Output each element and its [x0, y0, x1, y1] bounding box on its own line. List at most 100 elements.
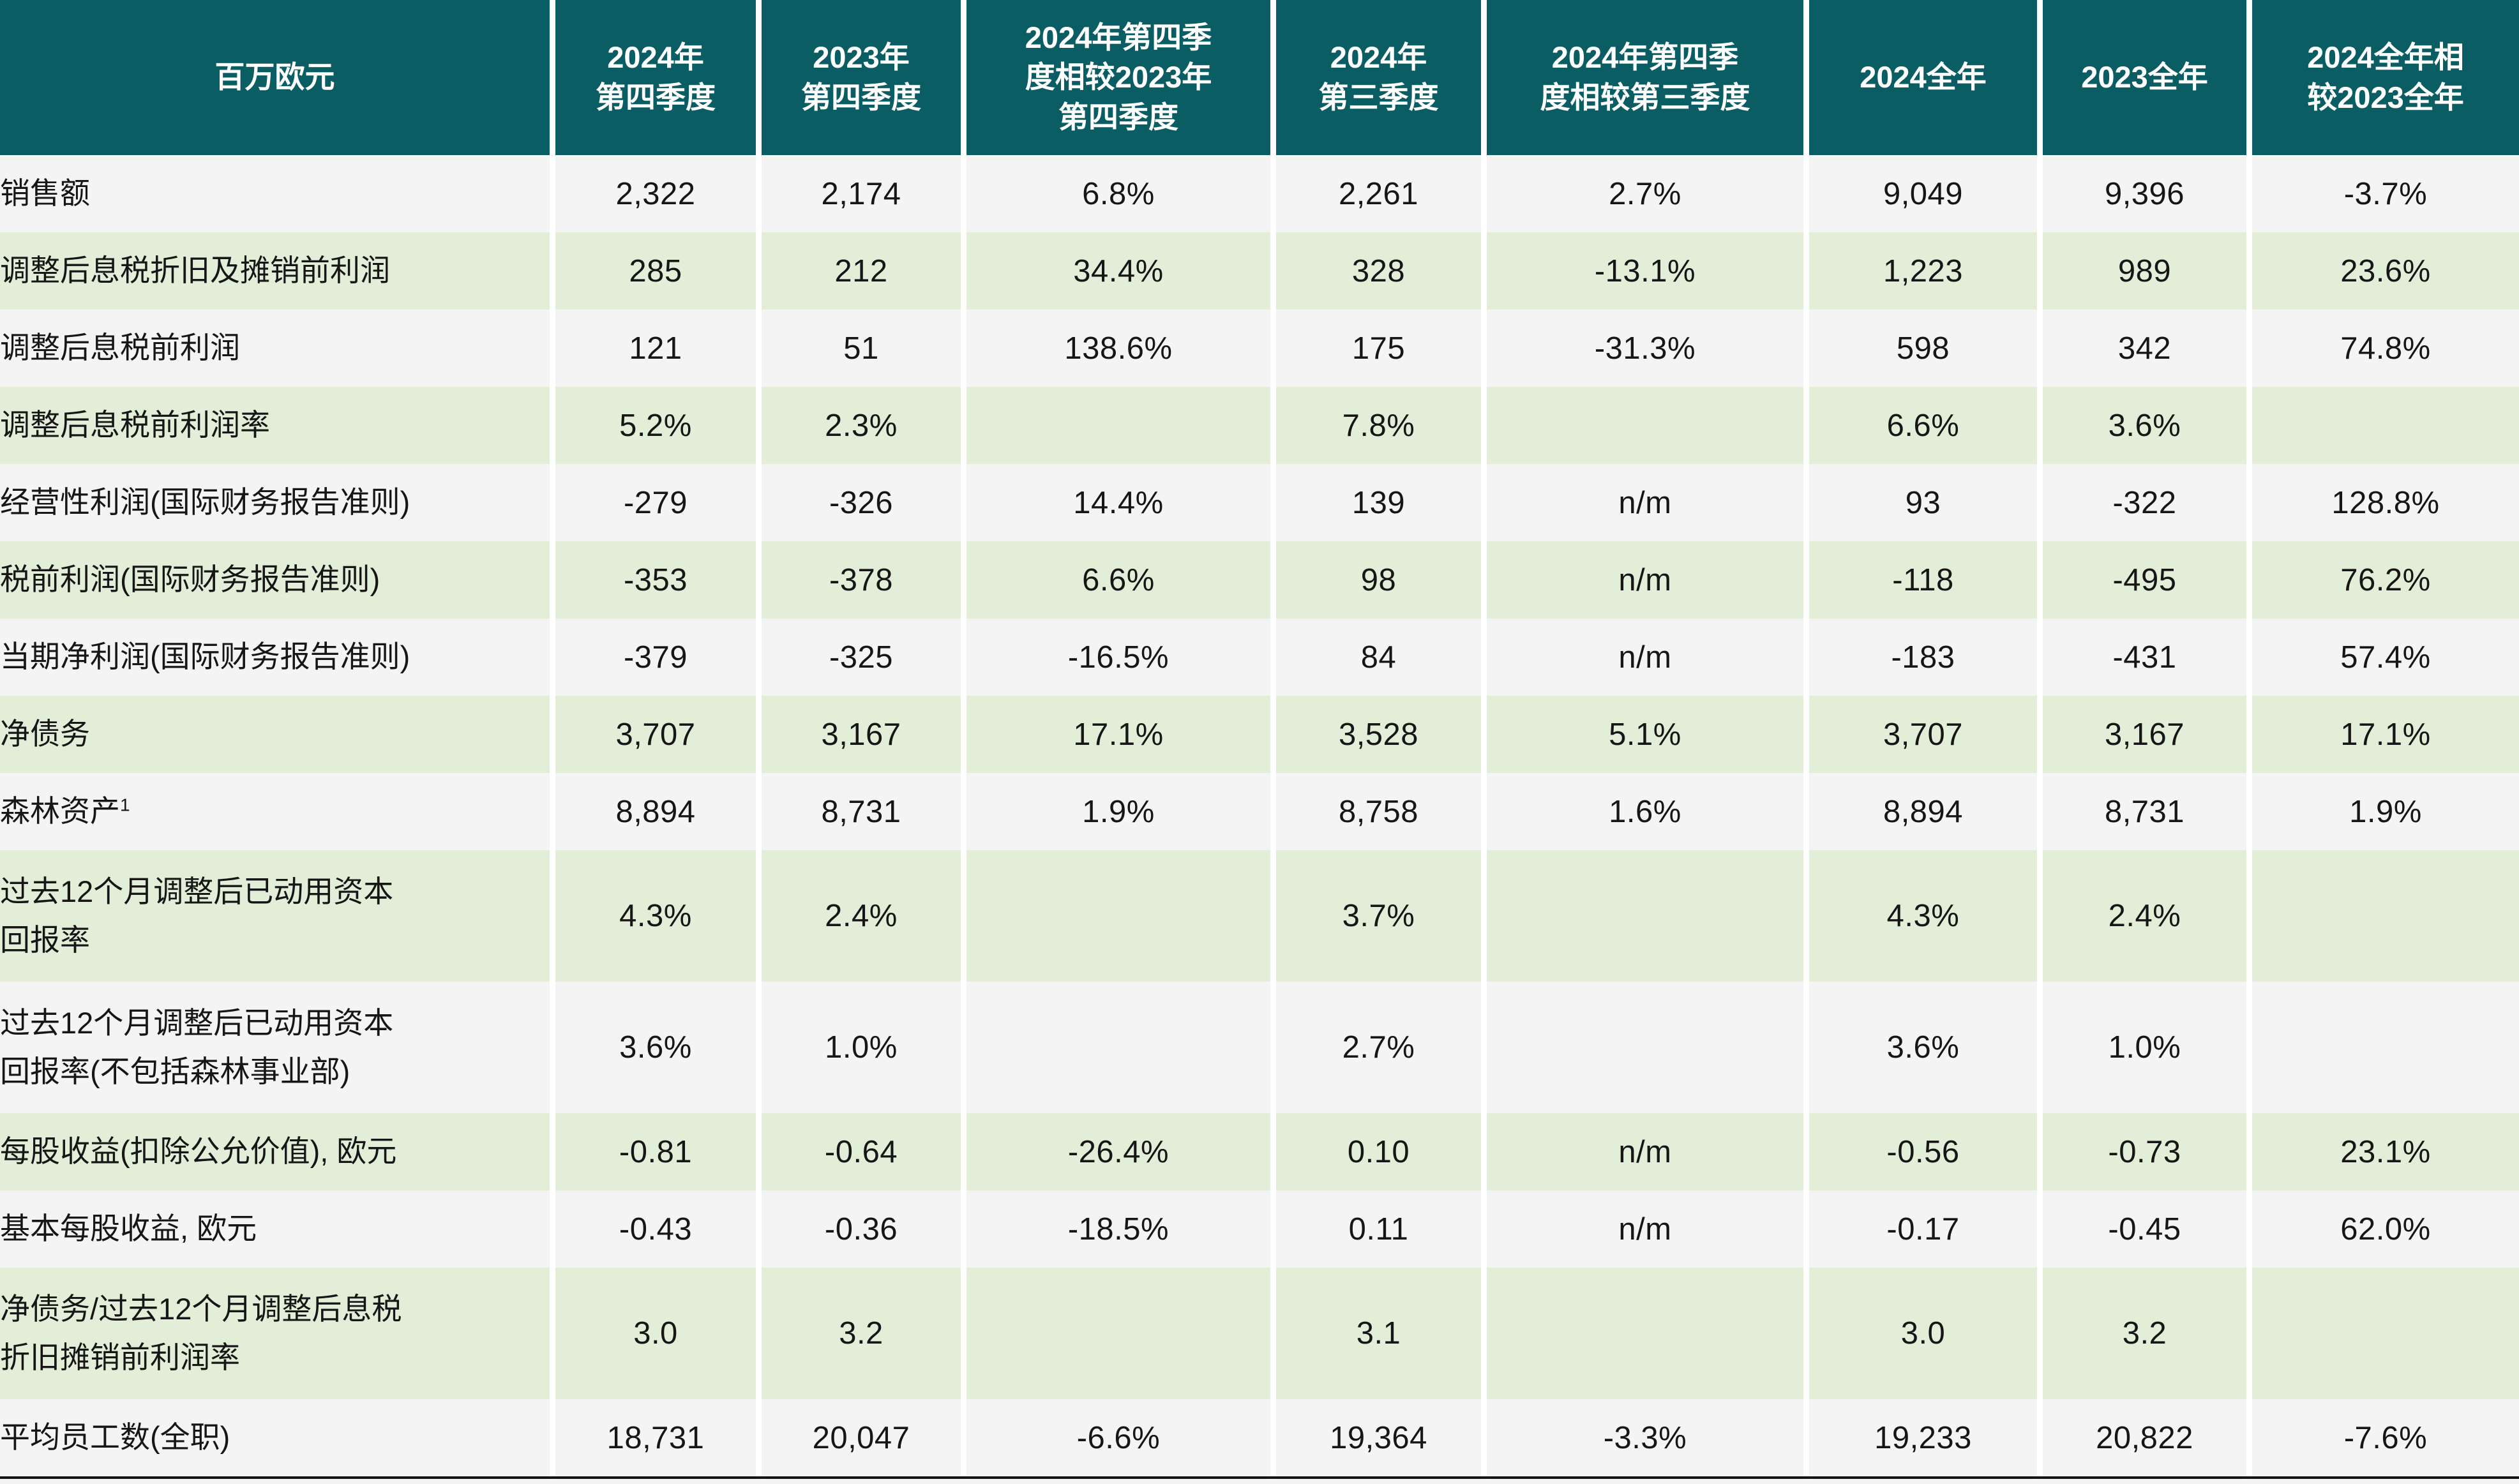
column-header: 2023全年	[2037, 0, 2246, 155]
cell-value: 3,707	[615, 717, 696, 752]
column-header-label: 2024年 第四季度	[596, 40, 716, 114]
value-cell: 19,233	[1803, 1399, 2037, 1476]
value-cell: 8,894	[550, 773, 756, 850]
value-cell: 8,731	[2037, 773, 2246, 850]
value-cell: -379	[550, 618, 756, 696]
row-label-cell: 平均员工数(全职)	[0, 1399, 550, 1476]
cell-value: 3.6%	[2108, 408, 2181, 443]
cell-value: -3.3%	[1603, 1420, 1687, 1455]
cell-value: 3.0	[633, 1316, 678, 1351]
value-cell: -0.73	[2037, 1113, 2246, 1190]
cell-value: 6.6%	[1082, 562, 1155, 597]
value-cell	[961, 387, 1270, 464]
row-label: 平均员工数(全职)	[0, 1420, 230, 1455]
cell-value: 23.1%	[2340, 1134, 2431, 1169]
cell-value: 989	[2117, 253, 2172, 289]
cell-value: 8,731	[2104, 794, 2185, 829]
value-cell: 2.3%	[756, 387, 961, 464]
table-row: 当期净利润(国际财务报告准则) -379 -325 -16.5% 84 n/m …	[0, 618, 2519, 696]
row-label: 调整后息税折旧及摊销前利润	[0, 253, 390, 288]
table-row: 经营性利润(国际财务报告准则) -279 -326 14.4% 139 n/m …	[0, 464, 2519, 541]
value-cell: 8,731	[756, 773, 961, 850]
cell-value: 5.1%	[1609, 717, 1681, 752]
value-cell: -322	[2037, 464, 2246, 541]
cell-value: -0.64	[824, 1134, 898, 1169]
column-header: 2023年 第四季度	[756, 0, 961, 155]
row-label: 森林资产	[0, 794, 120, 828]
value-cell: 3,707	[550, 696, 756, 773]
value-cell: 139	[1270, 464, 1481, 541]
value-cell: -495	[2037, 541, 2246, 618]
value-cell: 5.2%	[550, 387, 756, 464]
cell-value: 1.9%	[2349, 794, 2422, 829]
value-cell: 1.0%	[2037, 982, 2246, 1113]
table-row: 调整后息税前利润 121 51 138.6% 175 -31.3% 598 34…	[0, 310, 2519, 387]
cell-value: -0.81	[619, 1134, 693, 1169]
cell-value: 1.0%	[2108, 1030, 2181, 1065]
value-cell: -325	[756, 618, 961, 696]
cell-value: -31.3%	[1594, 331, 1696, 366]
column-header-label: 2023年 第四季度	[801, 40, 921, 114]
value-cell: 20,047	[756, 1399, 961, 1476]
cell-value: 175	[1351, 331, 1406, 366]
cell-value: -16.5%	[1067, 640, 1169, 675]
cell-value: 2,261	[1338, 176, 1419, 211]
value-cell	[2246, 387, 2519, 464]
row-label-cell: 森林资产1	[0, 773, 550, 850]
column-header: 百万欧元	[0, 0, 550, 155]
cell-value: 2.3%	[825, 408, 898, 443]
cell-value: 62.0%	[2340, 1211, 2431, 1247]
value-cell	[1481, 1268, 1803, 1399]
value-cell	[1481, 387, 1803, 464]
cell-value: n/m	[1618, 562, 1672, 597]
value-cell: 23.6%	[2246, 232, 2519, 310]
cell-value: 0.10	[1347, 1134, 1410, 1169]
value-cell: 34.4%	[961, 232, 1270, 310]
column-header-label: 2024年第四季 度相较2023年 第四季度	[1025, 20, 1212, 134]
cell-value: -3.7%	[2343, 176, 2428, 211]
value-cell: -0.43	[550, 1190, 756, 1268]
cell-value: n/m	[1618, 485, 1672, 520]
cell-value: -326	[829, 485, 894, 520]
value-cell: 3,167	[2037, 696, 2246, 773]
cell-value: -378	[829, 562, 894, 597]
value-cell: 328	[1270, 232, 1481, 310]
value-cell: -378	[756, 541, 961, 618]
cell-value: 84	[1360, 640, 1397, 675]
row-label-cell: 经营性利润(国际财务报告准则)	[0, 464, 550, 541]
value-cell: n/m	[1481, 541, 1803, 618]
cell-value: 4.3%	[1886, 899, 1960, 933]
value-cell: 3.2	[756, 1268, 961, 1399]
table-row: 过去12个月调整后已动用资本 回报率 4.3% 2.4% 3.7% 4.3% 2…	[0, 850, 2519, 982]
value-cell: 598	[1803, 310, 2037, 387]
cell-value: 9,396	[2104, 176, 2185, 211]
row-label-cell: 税前利润(国际财务报告准则)	[0, 541, 550, 618]
value-cell: 51	[756, 310, 961, 387]
column-header-label: 百万欧元	[214, 60, 335, 94]
table-row: 净债务/过去12个月调整后息税 折旧摊销前利润率 3.0 3.2 3.1 3.0…	[0, 1268, 2519, 1399]
cell-value: 23.6%	[2340, 253, 2431, 289]
row-label-cell: 过去12个月调整后已动用资本 回报率	[0, 850, 550, 982]
value-cell	[961, 1268, 1270, 1399]
table-row: 每股收益(扣除公允价值), 欧元 -0.81 -0.64 -26.4% 0.10…	[0, 1113, 2519, 1190]
cell-value: -26.4%	[1067, 1134, 1169, 1169]
value-cell: -431	[2037, 618, 2246, 696]
cell-value: 2.7%	[1609, 176, 1681, 211]
cell-value: -0.73	[2108, 1134, 2181, 1169]
table-header-row: 百万欧元 2024年 第四季度 2023年 第四季度 2024年第四季 度相较2…	[0, 0, 2519, 155]
cell-value: -18.5%	[1067, 1211, 1169, 1247]
cell-value: 20,822	[2096, 1420, 2193, 1455]
value-cell: 19,364	[1270, 1399, 1481, 1476]
cell-value: -0.56	[1886, 1134, 1960, 1169]
cell-value: 4.3%	[619, 899, 692, 933]
value-cell: -31.3%	[1481, 310, 1803, 387]
cell-value: -325	[829, 640, 894, 675]
value-cell	[2246, 1268, 2519, 1399]
value-cell: 23.1%	[2246, 1113, 2519, 1190]
cell-value: 1,223	[1883, 253, 1964, 289]
value-cell: 62.0%	[2246, 1190, 2519, 1268]
row-label: 调整后息税前利润率	[0, 408, 270, 442]
cell-value: 2.4%	[825, 899, 898, 933]
value-cell: 3,167	[756, 696, 961, 773]
value-cell: 285	[550, 232, 756, 310]
